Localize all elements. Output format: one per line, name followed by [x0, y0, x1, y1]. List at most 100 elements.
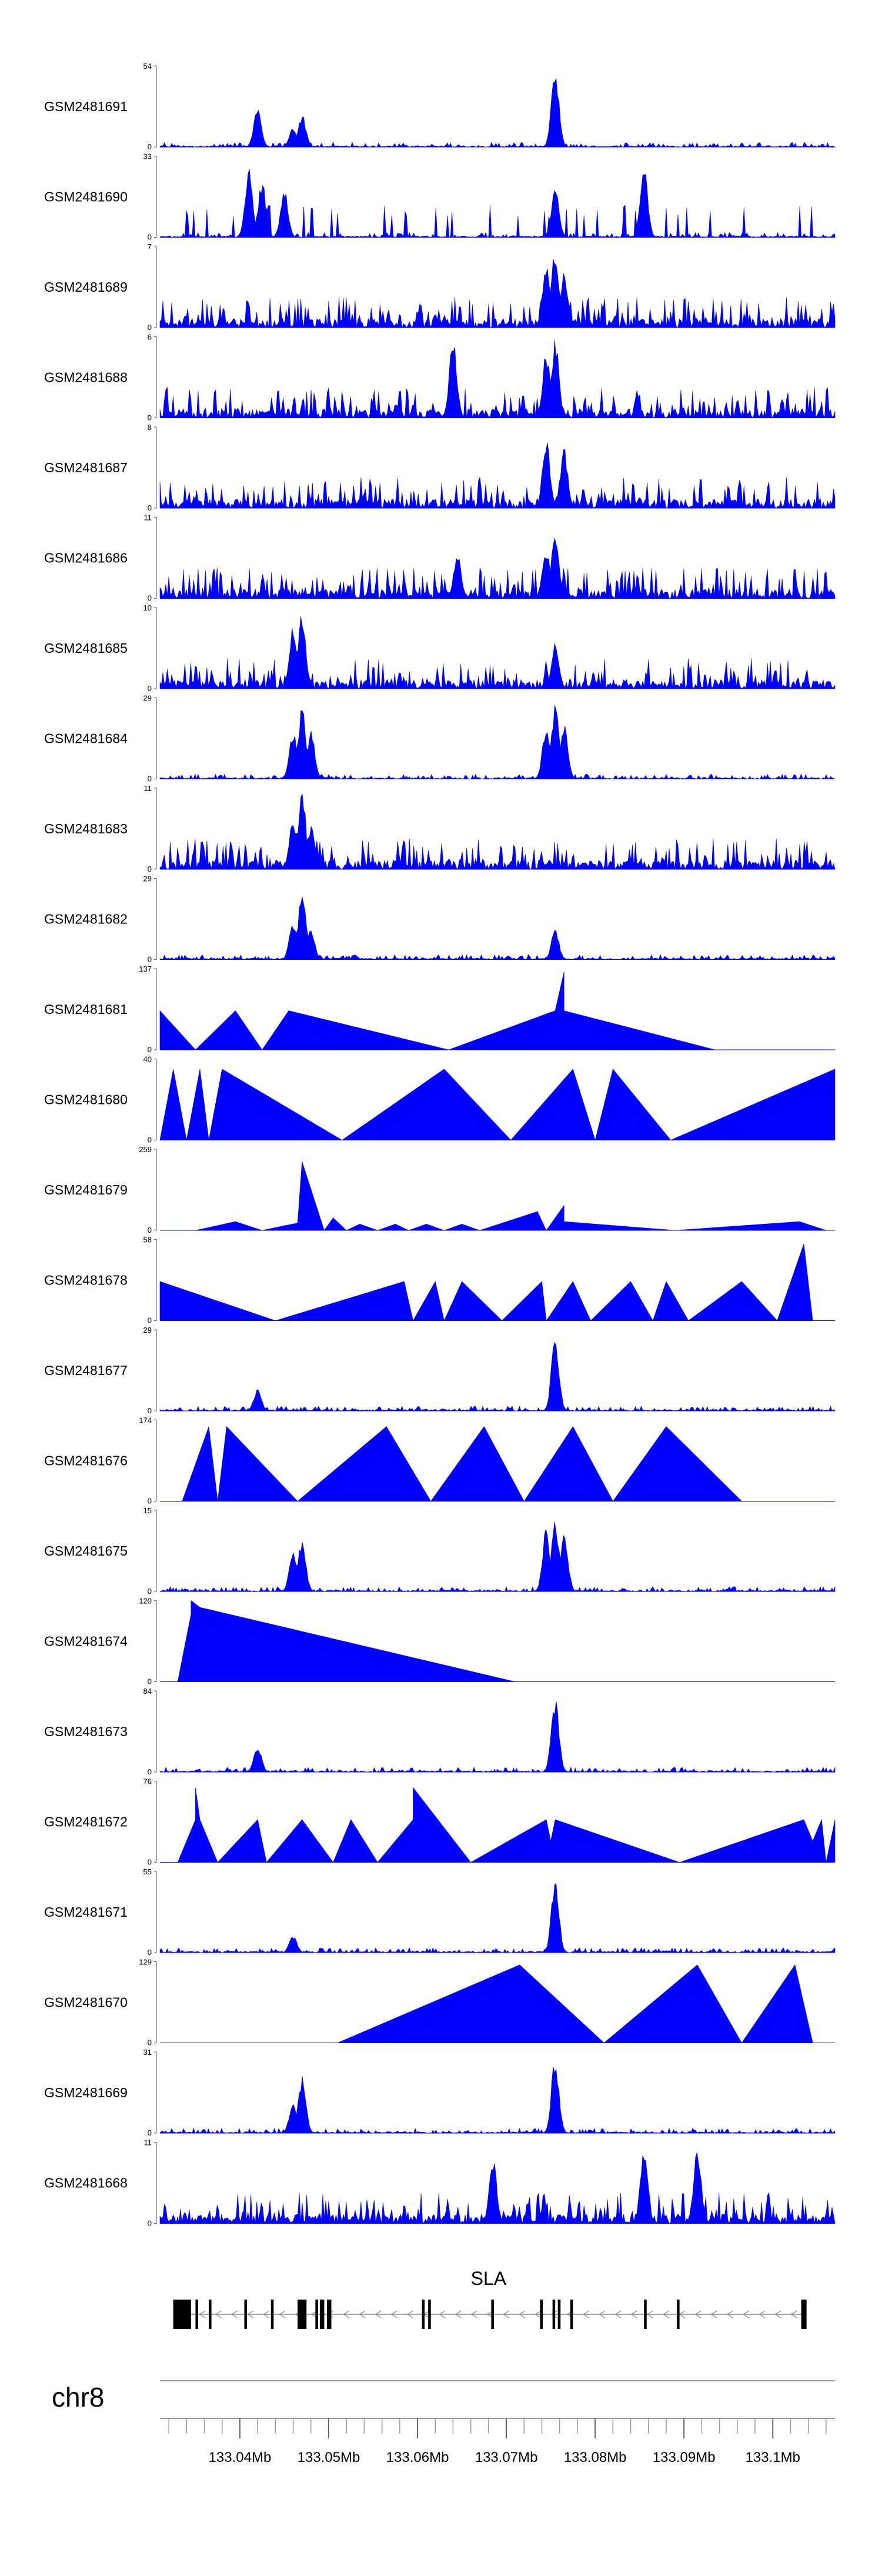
y-min-label: 0 — [148, 1136, 152, 1144]
strand-arrow — [774, 2310, 781, 2318]
track-GSM2481687: GSM2481687 8 0 — [44, 423, 836, 512]
axis-tick-label: 133.04Mb — [209, 2450, 272, 2465]
strand-arrow — [758, 2310, 766, 2318]
y-min-label: 0 — [148, 1226, 152, 1234]
strand-arrow — [390, 2310, 398, 2318]
y-max-label: 10 — [143, 603, 152, 612]
y-min-label: 0 — [148, 955, 152, 964]
track-label: GSM2481690 — [44, 189, 128, 205]
y-min-label: 0 — [148, 1677, 152, 1686]
track-label: GSM2481673 — [44, 1724, 128, 1739]
y-min-label: 0 — [148, 323, 152, 332]
axis-tick-label: 133.05Mb — [298, 2450, 360, 2465]
tracks-panel: GSM2481691540GSM2481690330GSM248168970GS… — [44, 62, 836, 2228]
y-min-label: 0 — [148, 594, 152, 603]
track-label: GSM2481679 — [44, 1182, 128, 1197]
coverage-signal — [159, 1883, 836, 1953]
gene-exon — [209, 2300, 212, 2329]
coverage-area — [195, 1161, 826, 1231]
gene-exon — [428, 2300, 431, 2329]
y-max-label: 29 — [143, 1326, 152, 1334]
gene-exon — [801, 2300, 807, 2329]
coverage-signal — [159, 538, 836, 599]
track-GSM2481669: GSM2481669 31 0 — [44, 2048, 836, 2137]
coverage-signal — [159, 442, 836, 509]
track-label: GSM2481687 — [44, 460, 128, 475]
axis-tick-label: 133.1Mb — [746, 2450, 800, 2465]
gene-exon — [298, 2300, 307, 2329]
track-GSM2481684: GSM2481684 29 0 — [44, 694, 836, 783]
y-max-label: 29 — [143, 694, 152, 703]
track-GSM2481670: GSM2481670 129 0 — [44, 1958, 835, 2047]
coverage-signal — [159, 793, 836, 870]
gene-exon — [540, 2300, 543, 2329]
track-GSM2481686: GSM2481686 11 0 — [44, 513, 836, 603]
strand-arrow — [439, 2310, 446, 2318]
strand-arrow — [359, 2310, 366, 2318]
strand-arrow — [455, 2310, 462, 2318]
track-label: GSM2481676 — [44, 1453, 128, 1469]
y-min-label: 0 — [148, 1406, 152, 1415]
track-label: GSM2481680 — [44, 1092, 128, 1107]
strand-arrow — [614, 2310, 622, 2318]
y-max-label: 33 — [143, 152, 152, 161]
gene-exon — [644, 2300, 647, 2329]
track-label: GSM2481691 — [44, 99, 128, 114]
coverage-signal — [159, 259, 836, 328]
track-GSM2481683: GSM2481683 11 0 — [44, 784, 836, 873]
track-GSM2481676: GSM2481676 174 0 — [44, 1416, 835, 1506]
strand-arrow — [502, 2310, 510, 2318]
y-min-label: 0 — [148, 865, 152, 873]
track-GSM2481688: GSM2481688 6 0 — [44, 333, 836, 422]
coverage-area — [177, 1787, 836, 1863]
gene-name-label: SLA — [471, 2268, 507, 2289]
track-label: GSM2481668 — [44, 2175, 128, 2191]
strand-arrow — [263, 2310, 270, 2318]
coverage-area — [177, 1600, 516, 1682]
coverage-signal — [159, 897, 836, 960]
track-GSM2481675: GSM2481675 15 0 — [44, 1506, 836, 1596]
strand-arrow — [694, 2310, 701, 2318]
y-max-label: 40 — [143, 1055, 152, 1064]
y-max-label: 58 — [143, 1236, 152, 1244]
strand-arrow — [375, 2310, 382, 2318]
track-label: GSM2481681 — [44, 1002, 128, 1017]
track-label: GSM2481688 — [44, 370, 128, 385]
coverage-area — [159, 1069, 836, 1141]
track-label: GSM2481675 — [44, 1543, 128, 1559]
track-label: GSM2481685 — [44, 640, 128, 656]
track-label: GSM2481683 — [44, 821, 128, 836]
coverage-signal — [159, 169, 836, 238]
y-min-label: 0 — [148, 233, 152, 242]
gene-exon — [270, 2300, 274, 2329]
track-GSM2481668: GSM2481668 11 0 — [44, 2138, 836, 2228]
strand-arrow — [599, 2310, 606, 2318]
track-label: GSM2481672 — [44, 1814, 128, 1830]
axis-tick-label: 133.06Mb — [386, 2450, 449, 2465]
track-GSM2481682: GSM2481682 29 0 — [44, 875, 836, 964]
y-min-label: 0 — [148, 1316, 152, 1325]
axis-tick-label: 133.08Mb — [564, 2450, 627, 2465]
y-max-label: 174 — [139, 1416, 152, 1425]
strand-arrow — [726, 2310, 734, 2318]
coverage-signal — [159, 78, 836, 148]
gene-exon — [557, 2300, 561, 2329]
strand-arrow — [470, 2310, 478, 2318]
y-min-label: 0 — [148, 142, 152, 151]
strand-arrow — [790, 2310, 797, 2318]
coverage-area — [182, 1426, 743, 1502]
gene-exon — [491, 2300, 494, 2329]
track-label: GSM2481671 — [44, 1904, 128, 1920]
y-max-label: 7 — [148, 242, 152, 251]
y-max-label: 54 — [143, 62, 152, 71]
track-GSM2481672: GSM2481672 76 0 — [44, 1777, 836, 1867]
gene-exon — [677, 2300, 680, 2329]
track-GSM2481681: GSM2481681 137 0 — [44, 965, 835, 1054]
coverage-signal — [159, 616, 836, 689]
track-label: GSM2481682 — [44, 912, 128, 927]
strand-arrow — [582, 2310, 590, 2318]
coverage-signal — [159, 1342, 836, 1412]
y-min-label: 0 — [148, 2038, 152, 2047]
y-min-label: 0 — [148, 1858, 152, 1867]
gene-exon — [195, 2300, 198, 2329]
